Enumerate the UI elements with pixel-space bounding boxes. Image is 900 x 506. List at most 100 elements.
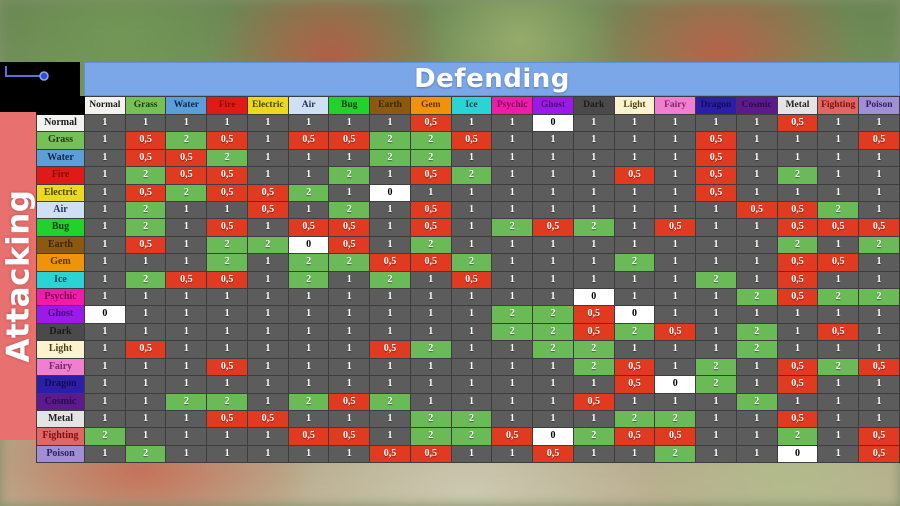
- cell-cosmic-vs-psychic: 1: [491, 392, 534, 411]
- cell-fighting-vs-fighting: 1: [817, 427, 860, 446]
- cell-ghost-vs-ice: 1: [450, 305, 493, 324]
- row-header-light: Light: [36, 340, 85, 359]
- cell-psychic-vs-earth: 1: [369, 288, 411, 307]
- cell-gem-vs-earth: 0,5: [369, 253, 411, 272]
- cell-metal-vs-normal: 1: [83, 409, 126, 429]
- cell-gem-vs-dark: 1: [572, 253, 615, 272]
- cell-ghost-vs-air: 1: [287, 305, 330, 324]
- row-header-fire: Fire: [36, 166, 85, 185]
- table-row: Bug 1 2 1 0,5 1 0,5 0,5 1 0,5 1 2 0,5 2 1 0,5 1 1 0,5 0,5 0,…: [36, 218, 900, 237]
- cell-poison-vs-ghost: 0,5: [532, 444, 574, 464]
- row-header-cosmic: Cosmic: [36, 392, 85, 411]
- cell-earth-vs-earth: 1: [369, 235, 411, 255]
- cell-bug-vs-air: 0,5: [287, 218, 330, 237]
- cell-cosmic-vs-grass: 1: [124, 392, 167, 411]
- cell-cosmic-vs-fighting: 1: [817, 392, 860, 411]
- row-header-electric: Electric: [36, 183, 85, 203]
- cell-dark-vs-light: 2: [613, 322, 656, 342]
- table-row: Gem 1 1 1 2 1 2 2 0,5 0,5 2 1 1 1 2 1 1 1 0,5 0,5 1: [36, 253, 900, 272]
- cell-bug-vs-cosmic: 1: [735, 218, 778, 237]
- table-row: Normal 1 1 1 1 1 1 1 1 0,5 1 1 0 1 1 1 1 1 0,5 1 1: [36, 113, 900, 133]
- column-header-earth: Earth: [369, 96, 411, 115]
- cell-poison-vs-fighting: 1: [817, 444, 860, 464]
- cell-dark-vs-normal: 1: [83, 322, 126, 342]
- cell-electric-vs-dragon: 0,5: [695, 183, 737, 203]
- cell-earth-vs-normal: 1: [83, 235, 126, 255]
- cell-fairy-vs-dragon: 2: [695, 357, 737, 377]
- cell-earth-vs-light: 1: [613, 235, 656, 255]
- cell-earth-vs-fairy: 1: [654, 235, 697, 255]
- cell-dragon-vs-metal: 0,5: [776, 375, 819, 394]
- cell-light-vs-ghost: 2: [532, 340, 574, 359]
- cell-electric-vs-ghost: 1: [532, 183, 574, 203]
- cell-ice-vs-normal: 1: [83, 270, 126, 290]
- cell-electric-vs-ice: 1: [450, 183, 493, 203]
- cell-light-vs-gem: 2: [409, 340, 452, 359]
- cell-cosmic-vs-ghost: 1: [532, 392, 574, 411]
- cell-metal-vs-water: 1: [165, 409, 208, 429]
- cell-ghost-vs-normal: 0: [83, 305, 126, 324]
- cell-fire-vs-ice: 2: [450, 166, 493, 185]
- cell-dark-vs-ghost: 2: [532, 322, 574, 342]
- cell-water-vs-fighting: 1: [817, 148, 860, 168]
- cell-dark-vs-gem: 1: [409, 322, 452, 342]
- cell-electric-vs-light: 1: [613, 183, 656, 203]
- cell-bug-vs-electric: 1: [246, 218, 289, 237]
- cell-fire-vs-normal: 1: [83, 166, 126, 185]
- row-header-ice: Ice: [36, 270, 85, 290]
- row-header-dragon: Dragon: [36, 375, 85, 394]
- cell-metal-vs-bug: 1: [328, 409, 371, 429]
- cell-psychic-vs-metal: 0,5: [776, 288, 819, 307]
- cell-gem-vs-air: 2: [287, 253, 330, 272]
- cell-dragon-vs-earth: 1: [369, 375, 411, 394]
- cell-normal-vs-grass: 1: [124, 113, 167, 133]
- column-header-poison: Poison: [858, 96, 900, 115]
- cell-fairy-vs-dark: 2: [572, 357, 615, 377]
- cell-electric-vs-metal: 1: [776, 183, 819, 203]
- cell-earth-vs-grass: 0,5: [124, 235, 167, 255]
- cell-fire-vs-grass: 2: [124, 166, 167, 185]
- cell-air-vs-gem: 0,5: [409, 201, 452, 220]
- cell-fairy-vs-normal: 1: [83, 357, 126, 377]
- cell-fire-vs-water: 0,5: [165, 166, 208, 185]
- cell-fighting-vs-bug: 0,5: [328, 427, 371, 446]
- cell-cosmic-vs-gem: 1: [409, 392, 452, 411]
- cell-grass-vs-fairy: 1: [654, 131, 697, 150]
- cell-dark-vs-bug: 1: [328, 322, 371, 342]
- cell-fairy-vs-earth: 1: [369, 357, 411, 377]
- cell-ice-vs-cosmic: 1: [735, 270, 778, 290]
- cell-dragon-vs-psychic: 1: [491, 375, 534, 394]
- cell-normal-vs-bug: 1: [328, 113, 371, 133]
- cell-light-vs-psychic: 1: [491, 340, 534, 359]
- table-row: Cosmic 1 1 2 2 1 2 0,5 2 1 1 1 1 0,5 1 1 1 2 1 1 1: [36, 392, 900, 411]
- cell-dragon-vs-air: 1: [287, 375, 330, 394]
- column-header-grass: Grass: [124, 96, 167, 115]
- cell-ice-vs-air: 2: [287, 270, 330, 290]
- cell-ghost-vs-cosmic: 1: [735, 305, 778, 324]
- cell-dragon-vs-fairy: 0: [654, 375, 697, 394]
- cell-light-vs-grass: 0,5: [124, 340, 167, 359]
- cell-ice-vs-light: 1: [613, 270, 656, 290]
- cell-light-vs-bug: 1: [328, 340, 371, 359]
- cell-air-vs-ghost: 1: [532, 201, 574, 220]
- cell-fairy-vs-poison: 0,5: [858, 357, 900, 377]
- cell-water-vs-dragon: 0,5: [695, 148, 737, 168]
- cell-earth-vs-ghost: 1: [532, 235, 574, 255]
- row-header-air: Air: [36, 201, 85, 220]
- cell-dragon-vs-gem: 1: [409, 375, 452, 394]
- cell-fighting-vs-fairy: 0,5: [654, 427, 697, 446]
- cell-grass-vs-electric: 1: [246, 131, 289, 150]
- cell-air-vs-dark: 1: [572, 201, 615, 220]
- cell-cosmic-vs-bug: 0,5: [328, 392, 371, 411]
- cell-air-vs-psychic: 1: [491, 201, 534, 220]
- cell-ice-vs-dark: 1: [572, 270, 615, 290]
- cell-light-vs-poison: 1: [858, 340, 900, 359]
- cell-gem-vs-grass: 1: [124, 253, 167, 272]
- cell-dragon-vs-water: 1: [165, 375, 208, 394]
- cell-cosmic-vs-poison: 1: [858, 392, 900, 411]
- cell-dark-vs-dark: 0,5: [572, 322, 615, 342]
- cell-normal-vs-light: 1: [613, 113, 656, 133]
- cell-ghost-vs-grass: 1: [124, 305, 167, 324]
- cell-water-vs-cosmic: 1: [735, 148, 778, 168]
- cell-grass-vs-bug: 0,5: [328, 131, 371, 150]
